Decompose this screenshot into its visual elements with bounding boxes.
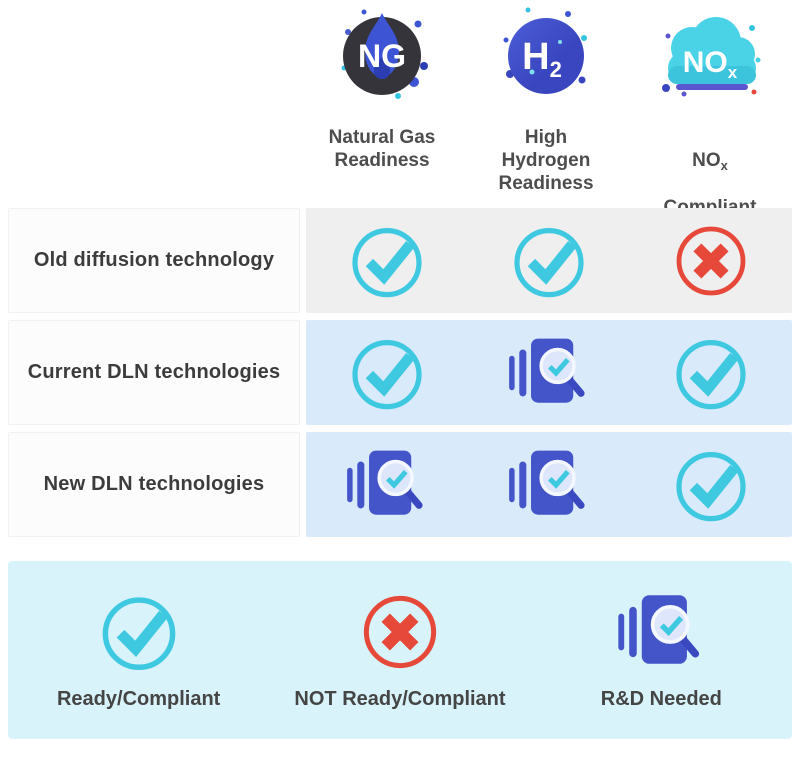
legend: Ready/Compliant NOT Ready/Compliant R&D … bbox=[8, 561, 792, 739]
check-icon bbox=[93, 590, 185, 674]
cross-icon bbox=[354, 590, 446, 674]
svg-text:H2: H2 bbox=[522, 36, 562, 82]
natural-gas-icon: NG bbox=[341, 9, 428, 99]
legend-item-not-ready: NOT Ready/Compliant bbox=[294, 590, 506, 711]
legend-label: R&D Needed bbox=[600, 687, 722, 710]
rnd-icon bbox=[506, 445, 592, 525]
rnd-icon bbox=[615, 590, 707, 674]
row-cells bbox=[306, 208, 792, 313]
row-label: Current DLN technologies bbox=[8, 320, 300, 425]
hydrogen-icon: H2 bbox=[503, 7, 587, 94]
row-label: Old diffusion technology bbox=[8, 208, 300, 313]
column-header-row: Natural Gas Readiness High Hydrogen Read… bbox=[8, 112, 792, 218]
cross-icon bbox=[668, 221, 754, 301]
svg-text:NG: NG bbox=[358, 38, 406, 74]
table-row-new-dln: New DLN technologies bbox=[8, 432, 792, 537]
legend-item-ready: Ready/Compliant bbox=[57, 590, 220, 711]
legend-label: NOT Ready/Compliant bbox=[294, 687, 506, 710]
hydrogen-badge: H2 bbox=[464, 4, 628, 108]
legend-item-rnd-needed: R&D Needed bbox=[601, 590, 722, 711]
row-cells bbox=[306, 320, 792, 425]
badge-row: NG H2 bbox=[8, 0, 792, 112]
column-header-natural-gas: Natural Gas Readiness bbox=[328, 127, 436, 172]
check-icon bbox=[344, 221, 430, 301]
row-cells bbox=[306, 432, 792, 537]
check-icon bbox=[668, 445, 754, 525]
rnd-icon bbox=[344, 445, 430, 525]
nox-badge: NOx bbox=[628, 4, 792, 108]
table-row-old-diffusion: Old diffusion technology bbox=[8, 208, 792, 313]
check-icon bbox=[506, 221, 592, 301]
nox-cloud-icon: NOx bbox=[662, 17, 761, 97]
rnd-icon bbox=[506, 333, 592, 413]
svg-text:NOx: NOx bbox=[683, 46, 738, 82]
legend-label: Ready/Compliant bbox=[56, 687, 221, 710]
natural-gas-badge: NG bbox=[300, 4, 464, 108]
column-header-hydrogen: High Hydrogen Readiness bbox=[498, 127, 594, 195]
table-row-current-dln: Current DLN technologies bbox=[8, 320, 792, 425]
check-icon bbox=[344, 333, 430, 413]
check-icon bbox=[668, 333, 754, 413]
row-label: New DLN technologies bbox=[8, 432, 300, 537]
